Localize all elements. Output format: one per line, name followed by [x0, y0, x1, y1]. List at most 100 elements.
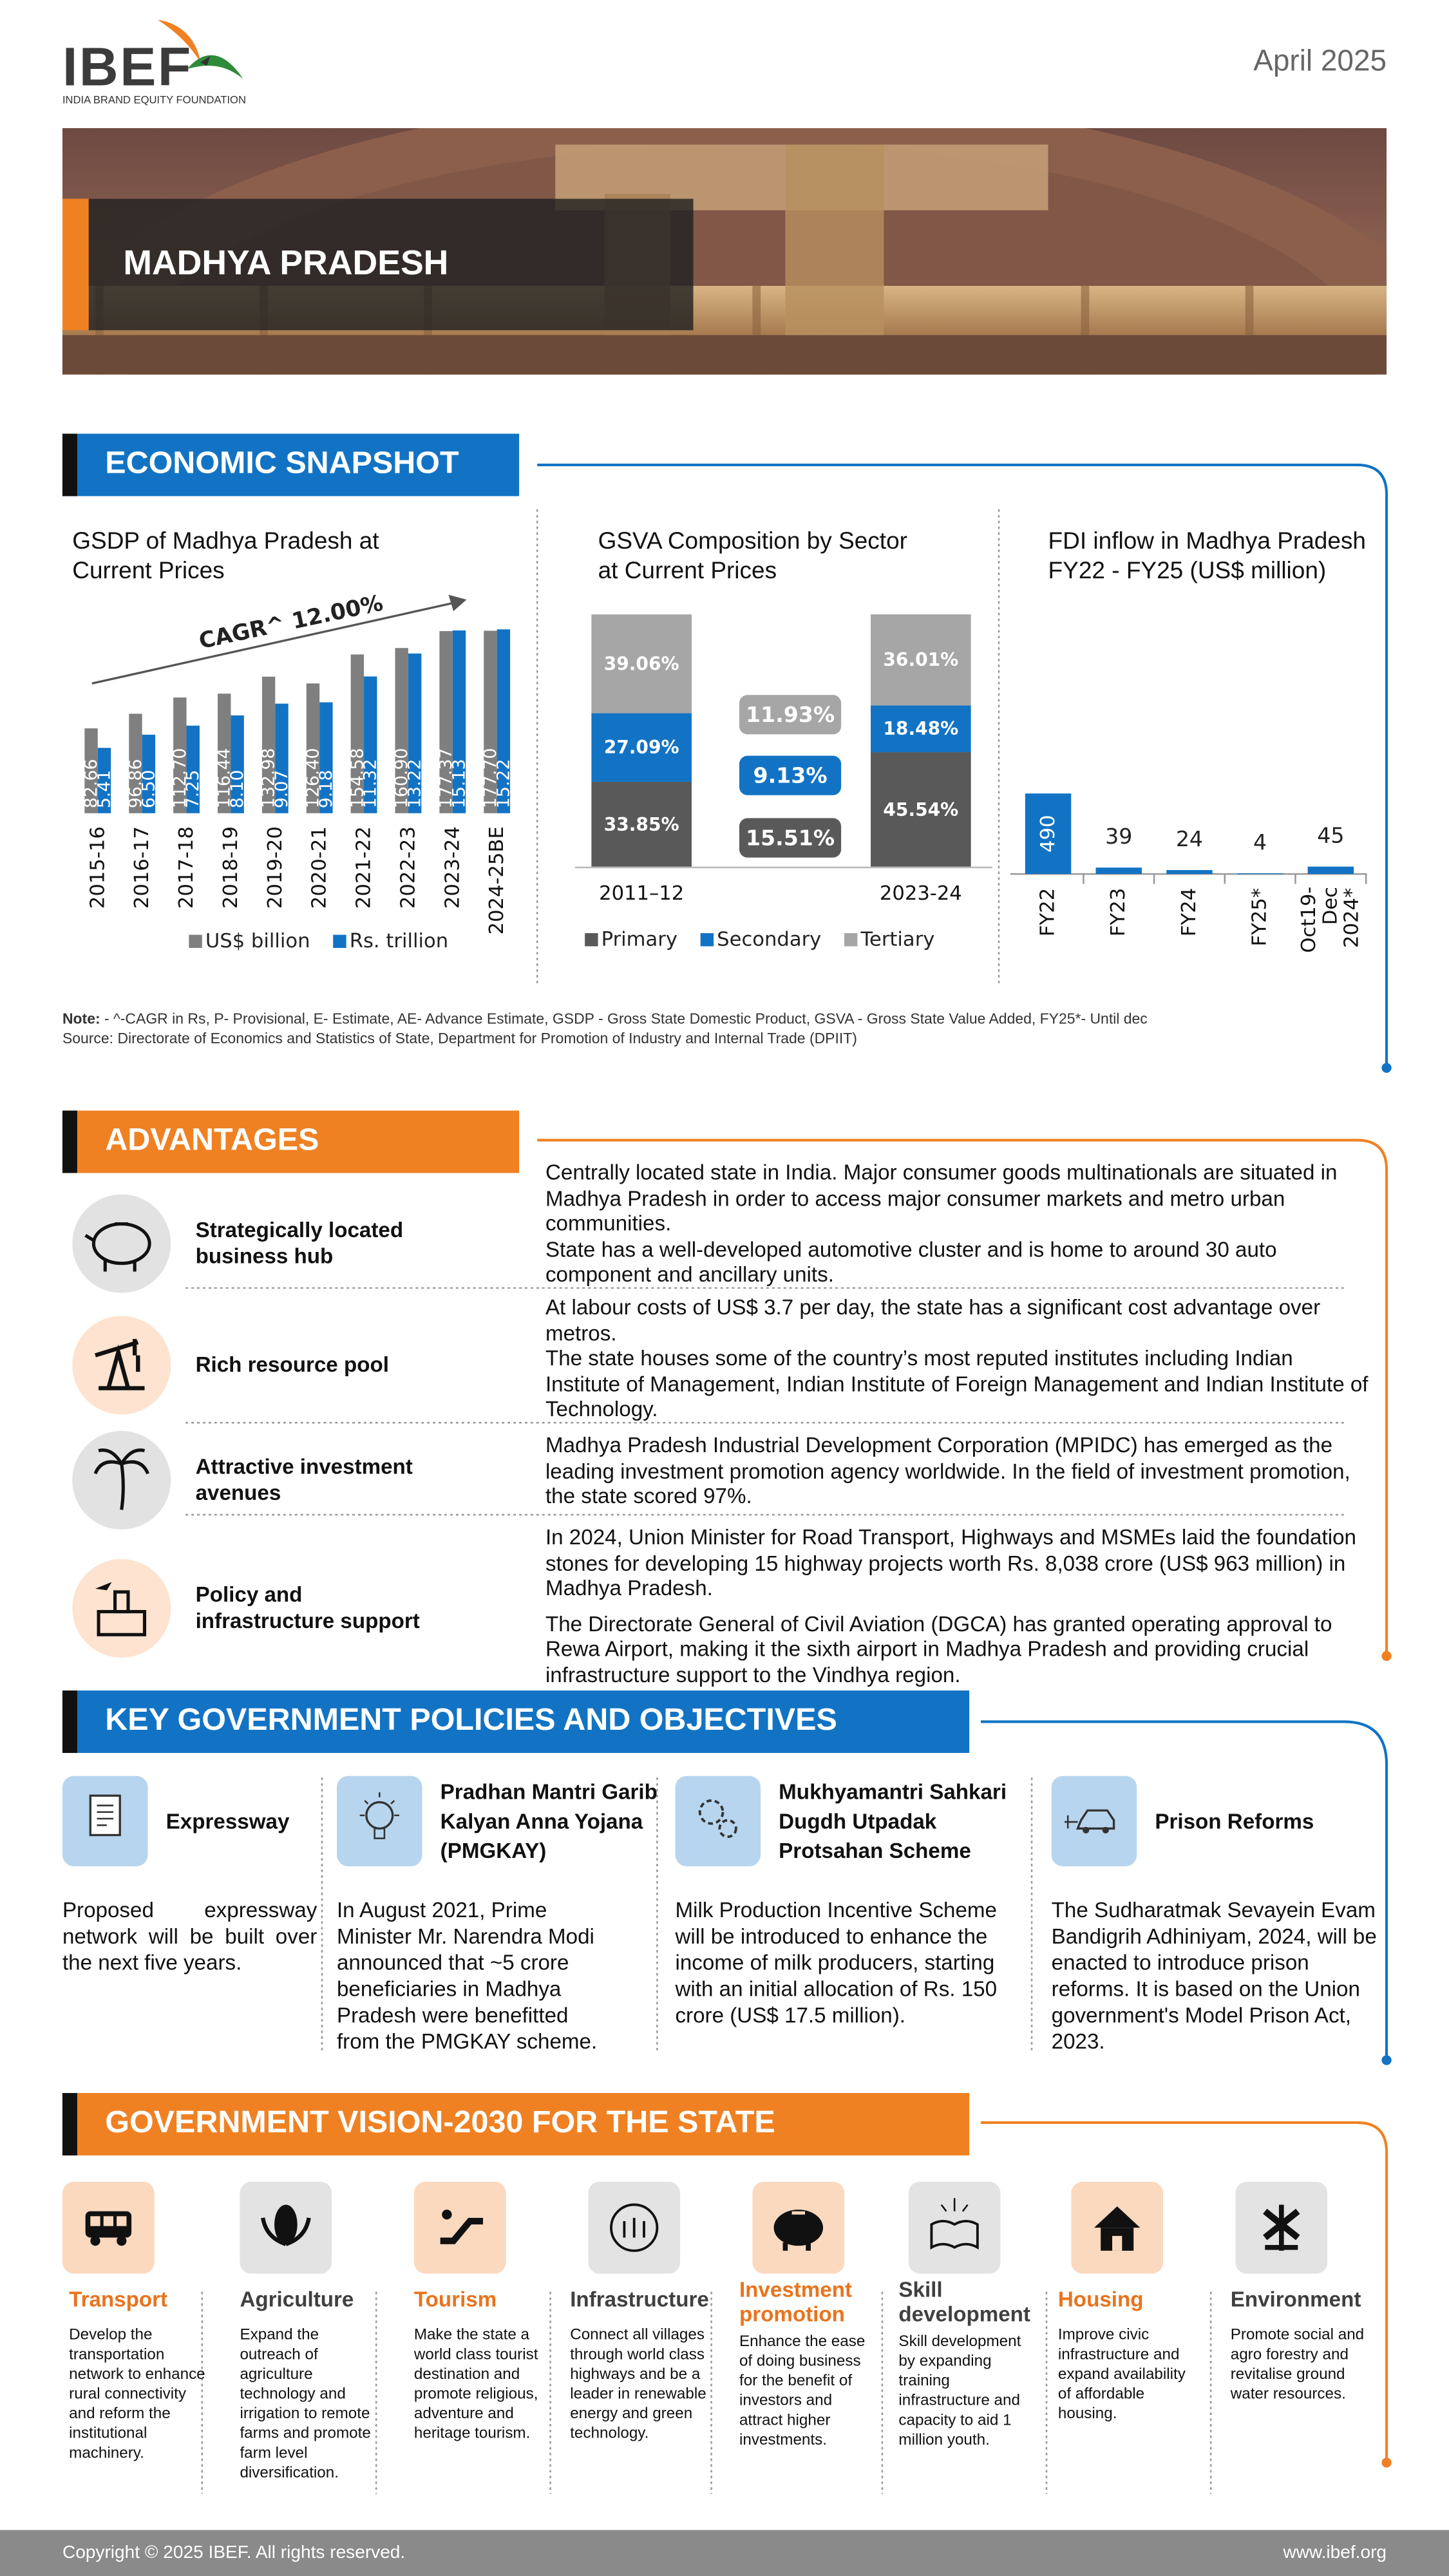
advantage-description: At labour costs of US$ 3.7 per day, the …: [545, 1294, 1370, 1422]
policy-icon: [62, 1776, 148, 1866]
vision-text: Enhance the ease of doing business for t…: [739, 2333, 866, 2450]
trend-arrow-head: [448, 594, 467, 611]
vision-column: Agriculture Expand the outreach of agricu…: [233, 2277, 377, 2484]
x-tick-label: 2024-25BE: [486, 826, 508, 934]
bar: [173, 697, 187, 813]
bar: [350, 654, 365, 813]
data-label: 5.41: [94, 770, 114, 808]
vision-title: Infrastructure: [570, 2286, 709, 2311]
bar-segment: [591, 614, 692, 714]
advantage-icon: [72, 1194, 171, 1293]
note-text: - ^-CAGR in Rs, P- Provisional, E- Estim…: [100, 1010, 1148, 1027]
bar: [275, 703, 289, 813]
data-label: 45.54%: [883, 799, 958, 820]
trend-arrow: [91, 601, 454, 685]
copyright: Copyright © 2025 IBEF. All rights reserv…: [62, 2543, 406, 2563]
policy-title: Expressway: [166, 1808, 290, 1833]
bar: [84, 728, 98, 813]
data-label: 9.07: [272, 770, 292, 808]
paragraph: Madhya Pradesh Industrial Development Co…: [545, 1432, 1350, 1508]
legend-swatch: [585, 933, 598, 947]
x-tick-label: Oct19-Dec 2024*: [1297, 887, 1363, 954]
logo-tagline: INDIA BRAND EQUITY FOUNDATION: [62, 95, 246, 107]
legend-label: Primary: [601, 929, 677, 951]
website: www.ibef.org: [1283, 2543, 1387, 2563]
legend-label: Secondary: [717, 929, 821, 951]
x-tick-label: 2011–12: [599, 882, 684, 905]
x-tick-label: 2018-19: [220, 826, 242, 909]
section-header: GOVERNMENT VISION-2030 FOR THE STATE: [62, 2093, 970, 2155]
vision-icon: [752, 2181, 845, 2274]
section-title: GOVERNMENT VISION-2030 FOR THE STATE: [105, 2106, 775, 2141]
state-title: MADHYA PRADESH: [123, 245, 449, 283]
bar: [142, 734, 156, 813]
data-label: 6.50: [138, 770, 158, 808]
policy-text: The Sudharatmak Sevayein Evam Bandigrih …: [1051, 1897, 1377, 2054]
vision-column: Skill development Skill development by ex…: [892, 2277, 1036, 2451]
note: Note: - ^-CAGR in Rs, P- Provisional, E-…: [62, 1009, 1377, 1028]
x-tick-label: 2015-16: [86, 826, 109, 909]
vision-text: Connect all villages through world class…: [570, 2326, 706, 2443]
data-label: 15.22: [493, 759, 513, 808]
chart-title: FDI inflow in Madhya Pradesh FY22 - FY25…: [1048, 529, 1366, 585]
annotation: CAGR^ 12.00%: [196, 590, 385, 654]
bar-segment: [871, 705, 971, 753]
vision-column: Investment promotion Enhance the ease of …: [733, 2277, 877, 2451]
bar: [231, 715, 244, 813]
vision-title: Investment promotion: [739, 2277, 853, 2327]
x-tick-label: 2022-23: [397, 826, 419, 909]
paragraph: The Directorate General of Civil Aviatio…: [545, 1611, 1332, 1687]
data-label: 8.10: [227, 770, 247, 808]
advantage-label: Policy and infrastructure support: [195, 1582, 420, 1633]
section-header: ADVANTAGES: [62, 1110, 520, 1173]
vision-icon: [240, 2181, 332, 2274]
logo: IBEF: [62, 36, 193, 97]
data-label: 13.22: [405, 759, 425, 808]
bar: [306, 683, 320, 813]
bar: [319, 702, 333, 813]
data-label: 11.32: [361, 759, 381, 808]
bar-segment: [591, 781, 692, 867]
data-label: 39: [1105, 824, 1132, 849]
vision-title: Transport: [69, 2286, 168, 2311]
vision-title: Skill development: [898, 2277, 1030, 2327]
vision-text: Improve civic infrastructure and expand …: [1057, 2326, 1186, 2423]
vision-text: Develop the transportation network to en…: [69, 2326, 205, 2463]
section-title: KEY GOVERNMENT POLICIES AND OBJECTIVES: [105, 1703, 837, 1738]
vision-column: Transport Develop the transportation netw…: [62, 2277, 207, 2465]
data-label: 33.85%: [604, 814, 679, 835]
policy-text: Proposed expressway network will be buil…: [62, 1897, 317, 1975]
section-title: ADVANTAGES: [105, 1123, 319, 1159]
vision-icon: [588, 2181, 681, 2274]
data-label: 9.18: [316, 770, 336, 808]
paragraph: State has a well-developed automotive cl…: [545, 1236, 1277, 1287]
data-label: 36.01%: [883, 649, 958, 670]
bar-segment: [591, 713, 692, 782]
section-title: ECONOMIC SNAPSHOT: [105, 446, 459, 482]
vision-icon: [1071, 2181, 1164, 2274]
vision-icon: [62, 2181, 155, 2274]
policy-icon: [1051, 1776, 1137, 1866]
advantage-icon: [72, 1430, 171, 1530]
bar: [1307, 866, 1354, 875]
advantage-description: In 2024, Union Minister for Road Transpo…: [545, 1524, 1370, 1687]
bar: [261, 676, 276, 813]
legend-swatch: [700, 933, 714, 947]
paragraph: In 2024, Union Minister for Road Transpo…: [545, 1524, 1356, 1600]
bar: [186, 725, 200, 813]
paragraph: At labour costs of US$ 3.7 per day, the …: [545, 1294, 1321, 1345]
vision-icon: [413, 2181, 506, 2274]
section-header: KEY GOVERNMENT POLICIES AND OBJECTIVES: [62, 1690, 970, 1753]
x-tick-label: 2016-17: [131, 826, 153, 909]
change-box: [739, 695, 842, 735]
bar: [484, 630, 497, 813]
bar: [97, 748, 111, 813]
vision-title: Housing: [1057, 2286, 1144, 2311]
policy-text: Milk Production Incentive Scheme will be…: [675, 1897, 998, 2027]
bar: [129, 714, 142, 813]
vision-title: Tourism: [413, 2286, 497, 2311]
x-tick-label: 2020-21: [308, 826, 331, 909]
bar-segment: [871, 752, 971, 867]
x-tick-label: 2023-24: [441, 826, 464, 909]
